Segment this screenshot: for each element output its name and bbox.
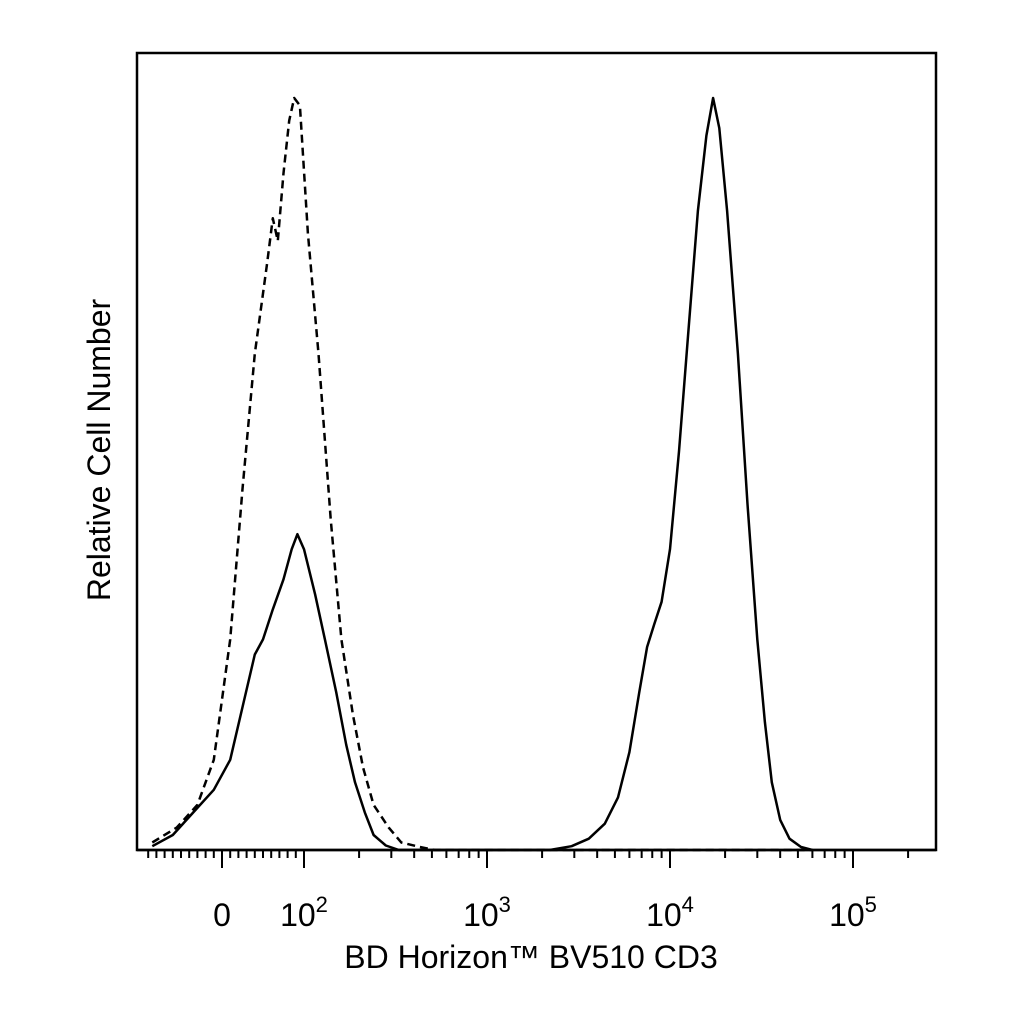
plot-frame: [135, 51, 938, 852]
x-tick-label-base: 10: [280, 897, 316, 933]
x-tick-label-exponent: 4: [682, 892, 694, 917]
isotype-control-histogram-line: [151, 96, 813, 852]
x-tick-label-base: 10: [646, 897, 682, 933]
x-tick-label-exponent: 3: [499, 892, 511, 917]
x-tick-label: 105: [829, 892, 877, 933]
series-layer: [151, 96, 813, 852]
x-tick-label-exponent: 2: [316, 892, 328, 917]
y-axis-label: Relative Cell Number: [81, 298, 117, 601]
x-tick-labels: 0 102 103 104 105: [213, 892, 877, 933]
x-tick-label-base: 10: [829, 897, 865, 933]
x-tick-label: 0: [213, 897, 231, 933]
x-tick-label-base: 0: [213, 897, 231, 933]
x-axis-ticks: [147, 850, 910, 868]
x-tick-label-base: 10: [463, 897, 499, 933]
x-tick-label: 104: [646, 892, 694, 933]
x-tick-label: 103: [463, 892, 511, 933]
x-tick-label: 102: [280, 892, 328, 933]
cd3-stained-histogram-line: [151, 96, 813, 852]
x-axis-label: BD Horizon™ BV510 CD3: [344, 939, 717, 975]
x-tick-label-exponent: 5: [865, 892, 877, 917]
